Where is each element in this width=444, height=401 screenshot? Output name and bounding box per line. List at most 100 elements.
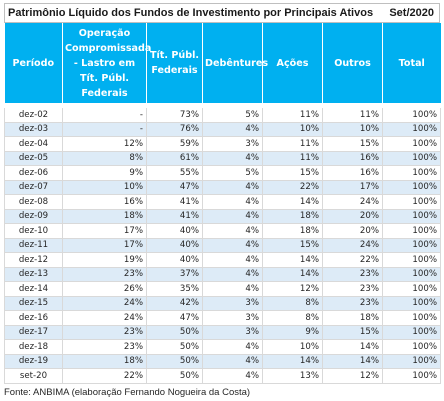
table-row: dez-04 12% 59% 3% 11% 15% 100% [4,136,441,152]
table-row: dez-12 19% 40% 4% 14% 22% 100% [4,252,441,268]
cell-titpubl: 50% [146,368,203,384]
cell-outros: 12% [322,368,383,384]
cell-total: 100% [382,194,441,210]
col-header-total: Total [382,23,441,103]
cell-total: 100% [382,281,441,297]
cell-titpubl: 47% [146,310,203,326]
cell-acoes: 12% [262,281,323,297]
cell-debentures: 4% [202,281,263,297]
cell-outros: 15% [322,136,383,152]
cell-periodo: dez-16 [4,310,63,326]
table-row: dez-15 24% 42% 3% 8% 23% 100% [4,296,441,311]
cell-acoes: 15% [262,238,323,253]
cell-periodo: dez-12 [4,252,63,268]
cell-titpubl: 35% [146,281,203,297]
header-spacer [4,103,441,108]
cell-operacao: 18% [62,209,147,224]
table-date: Set/2020 [389,7,434,19]
cell-titpubl: 41% [146,194,203,210]
title-bar: Patrimônio Líquido dos Fundos de Investi… [4,3,440,23]
table-row: dez-07 10% 47% 4% 22% 17% 100% [4,180,441,195]
cell-titpubl: 50% [146,325,203,340]
cell-periodo: dez-15 [4,296,63,311]
cell-periodo: dez-06 [4,165,63,181]
cell-periodo: dez-03 [4,122,63,137]
cell-outros: 16% [322,151,383,166]
cell-periodo: dez-13 [4,267,63,282]
cell-periodo: dez-14 [4,281,63,297]
col-header-periodo: Período [4,23,63,103]
cell-acoes: 15% [262,165,323,181]
cell-outros: 14% [322,354,383,369]
cell-titpubl: 73% [146,108,203,123]
cell-acoes: 11% [262,136,323,152]
cell-operacao: 8% [62,151,147,166]
cell-debentures: 4% [202,122,263,137]
cell-total: 100% [382,354,441,369]
cell-acoes: 22% [262,180,323,195]
cell-operacao: 23% [62,325,147,340]
cell-acoes: 14% [262,194,323,210]
cell-debentures: 3% [202,325,263,340]
header-row: Período Operação Compromissada - Lastro … [4,23,441,103]
cell-acoes: 18% [262,223,323,239]
cell-titpubl: 41% [146,209,203,224]
cell-operacao: 24% [62,310,147,326]
cell-periodo: dez-09 [4,209,63,224]
table-row: dez-09 18% 41% 4% 18% 20% 100% [4,209,441,224]
cell-outros: 20% [322,223,383,239]
cell-debentures: 3% [202,136,263,152]
data-table: Período Operação Compromissada - Lastro … [4,23,441,384]
cell-outros: 23% [322,281,383,297]
cell-total: 100% [382,136,441,152]
cell-total: 100% [382,151,441,166]
cell-total: 100% [382,267,441,282]
cell-acoes: 9% [262,325,323,340]
cell-periodo: dez-18 [4,339,63,355]
cell-debentures: 5% [202,108,263,123]
cell-acoes: 8% [262,310,323,326]
cell-acoes: 14% [262,354,323,369]
table-row: dez-05 8% 61% 4% 11% 16% 100% [4,151,441,166]
cell-titpubl: 42% [146,296,203,311]
cell-outros: 24% [322,194,383,210]
table-title: Patrimônio Líquido dos Fundos de Investi… [8,7,374,19]
cell-debentures: 4% [202,151,263,166]
cell-periodo: dez-10 [4,223,63,239]
cell-total: 100% [382,238,441,253]
cell-acoes: 18% [262,209,323,224]
source-note: Fonte: ANBIMA (elaboração Fernando Nogue… [4,387,251,398]
cell-operacao: 26% [62,281,147,297]
table-row: dez-16 24% 47% 3% 8% 18% 100% [4,310,441,326]
cell-titpubl: 50% [146,339,203,355]
cell-operacao: 10% [62,180,147,195]
cell-acoes: 13% [262,368,323,384]
cell-total: 100% [382,122,441,137]
cell-periodo: set-20 [4,368,63,384]
table-row: set-20 22% 50% 4% 13% 12% 100% [4,368,441,384]
cell-operacao: 19% [62,252,147,268]
cell-acoes: 11% [262,151,323,166]
cell-operacao: - [62,122,147,137]
cell-total: 100% [382,296,441,311]
cell-outros: 15% [322,325,383,340]
cell-outros: 20% [322,209,383,224]
cell-debentures: 4% [202,223,263,239]
cell-periodo: dez-04 [4,136,63,152]
cell-acoes: 11% [262,108,323,123]
cell-periodo: dez-07 [4,180,63,195]
cell-total: 100% [382,223,441,239]
cell-periodo: dez-02 [4,108,63,123]
cell-acoes: 14% [262,252,323,268]
cell-total: 100% [382,339,441,355]
table-row: dez-02-73% 5% 11% 11% 100% [4,108,441,123]
cell-debentures: 4% [202,194,263,210]
cell-outros: 17% [322,180,383,195]
cell-outros: 18% [322,310,383,326]
cell-operacao: 17% [62,223,147,239]
cell-debentures: 4% [202,252,263,268]
table-row: dez-10 17% 40% 4% 18% 20% 100% [4,223,441,239]
cell-total: 100% [382,209,441,224]
table-row: dez-17 23% 50% 3% 9% 15% 100% [4,325,441,340]
